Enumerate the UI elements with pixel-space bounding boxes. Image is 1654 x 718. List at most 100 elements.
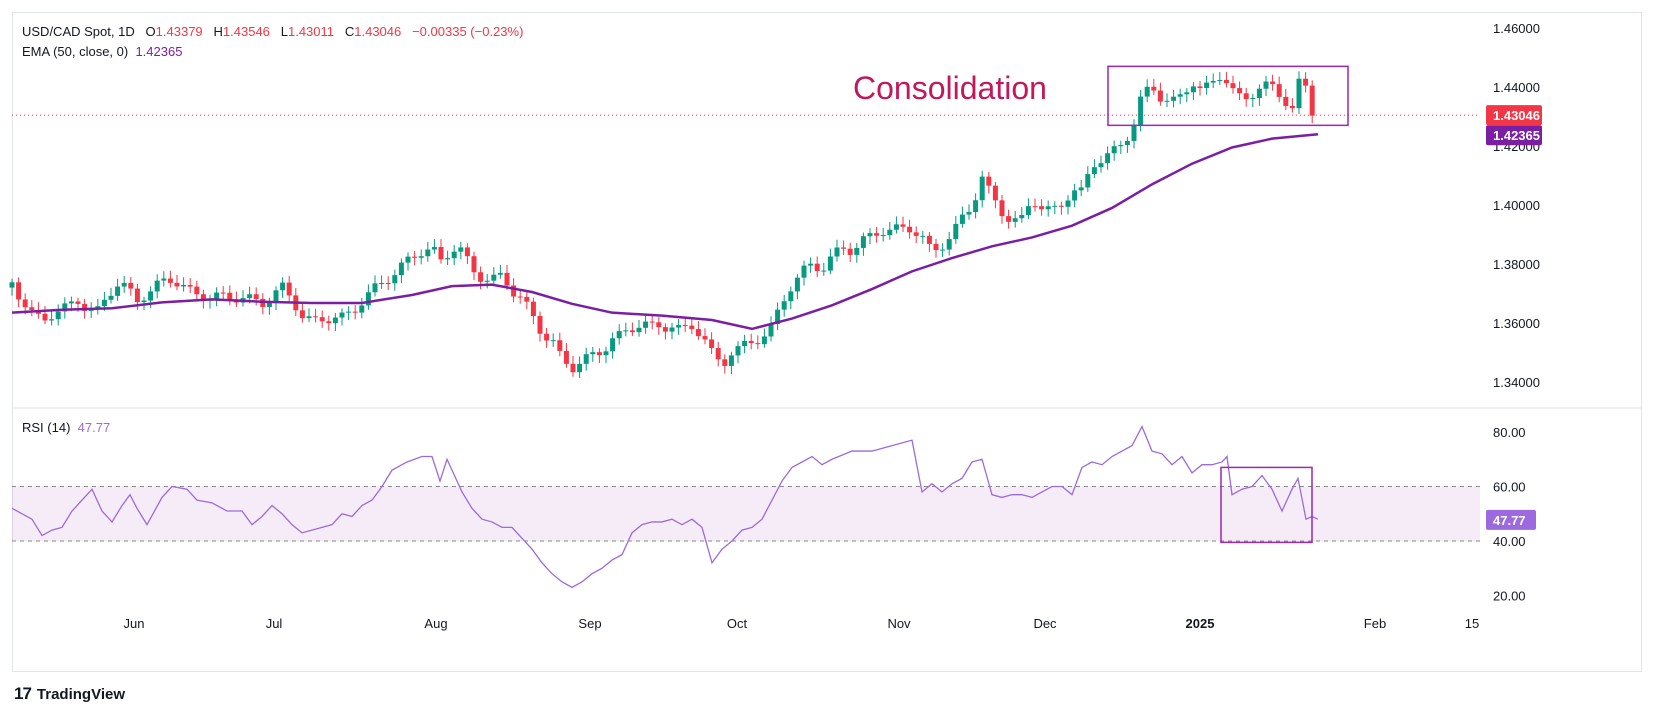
candle-body — [1078, 187, 1084, 191]
candle-body — [933, 243, 939, 251]
candle-body — [75, 301, 81, 304]
candle-body — [524, 296, 530, 302]
candle-body — [167, 278, 173, 283]
candle-body — [814, 263, 820, 272]
candle-body — [887, 229, 893, 236]
candle-body — [986, 176, 992, 186]
candle-body — [959, 214, 965, 224]
candle-body — [953, 223, 959, 240]
candle-body — [695, 329, 701, 337]
candle-body — [563, 350, 569, 364]
candle-body — [161, 278, 167, 281]
ema-badge — [1486, 125, 1542, 146]
candle-body — [82, 303, 88, 311]
time-axis-tick: Nov — [887, 616, 911, 631]
candle-body — [788, 291, 794, 302]
candle-body — [775, 309, 781, 325]
candle-body — [722, 359, 728, 366]
candle-body — [992, 185, 998, 201]
candle-body — [16, 282, 22, 300]
candle-body — [946, 239, 952, 250]
candle-body — [359, 305, 365, 313]
candle-body — [365, 292, 371, 306]
time-axis-tick: Jul — [266, 616, 283, 631]
candle-body — [247, 294, 253, 299]
candle-body — [702, 336, 708, 340]
candle-body — [319, 317, 325, 322]
candle-body — [458, 247, 464, 252]
candle-body — [1243, 93, 1249, 100]
candle-body — [966, 212, 972, 215]
candle-body — [497, 272, 503, 275]
candle-body — [1171, 96, 1177, 101]
tradingview-logo-icon: 17 — [14, 684, 32, 703]
candle-body — [313, 316, 319, 318]
high-label: H — [213, 24, 223, 39]
candle-body — [808, 263, 814, 266]
candle-body — [194, 286, 200, 295]
tradingview-brand[interactable]: 17 TradingView — [14, 684, 125, 704]
candle-body — [286, 282, 292, 296]
candle-body — [121, 282, 127, 287]
candle-body — [68, 301, 74, 304]
candle-body — [649, 321, 655, 323]
candle-body — [478, 272, 484, 282]
candle-body — [372, 283, 378, 293]
candle-body — [1296, 78, 1302, 109]
candle-body — [1085, 174, 1091, 188]
candle-body — [511, 285, 517, 297]
candle-body — [451, 251, 457, 259]
candle-body — [557, 340, 563, 351]
chart-frame — [12, 12, 1642, 672]
candle-body — [405, 256, 411, 263]
candle-body — [1138, 96, 1144, 125]
candle-body — [1124, 140, 1130, 146]
candle-body — [1197, 86, 1203, 89]
candle-body — [834, 247, 840, 257]
candle-body — [1309, 85, 1315, 116]
candle-body — [1157, 90, 1163, 102]
candle-body — [29, 307, 35, 310]
candle-body — [940, 249, 946, 251]
candle-body — [537, 316, 543, 334]
candle-body — [577, 363, 583, 373]
last-price-badge — [1486, 105, 1542, 126]
candle-body — [907, 226, 913, 233]
candle-body — [583, 354, 589, 364]
candle-body — [1230, 83, 1236, 89]
candle-body — [999, 200, 1005, 217]
open-value: 1.43379 — [155, 24, 203, 39]
candle-body — [781, 301, 787, 310]
candle-body — [484, 280, 490, 282]
price-axis-tick: 1.46000 — [1493, 21, 1540, 36]
candle-body — [854, 247, 860, 255]
candle-body — [841, 247, 847, 249]
candle-body — [412, 256, 418, 258]
consolidation-label: Consolidation — [853, 70, 1047, 106]
candle-body — [1118, 145, 1124, 147]
candle-body — [636, 327, 642, 333]
candle-body — [847, 248, 853, 255]
high-value: 1.43546 — [222, 24, 270, 39]
candle-body — [464, 247, 470, 257]
candle-body — [299, 310, 305, 319]
time-axis-tick: 2025 — [1186, 616, 1215, 631]
time-axis-tick: Oct — [727, 616, 748, 631]
candle-body — [253, 294, 259, 299]
candle-body — [1190, 86, 1196, 93]
candle-body — [709, 339, 715, 349]
candle-body — [101, 299, 107, 307]
ema-value: 1.42365 — [135, 44, 183, 59]
time-axis-tick: 15 — [1465, 616, 1479, 631]
candle-body — [1217, 79, 1223, 81]
candle-body — [755, 343, 761, 345]
candle-body — [913, 232, 919, 236]
candle-body — [610, 338, 616, 352]
candle-body — [115, 286, 121, 296]
candle-body — [1144, 86, 1150, 97]
candle-body — [1019, 214, 1025, 219]
price-axis-tick: 1.40000 — [1493, 198, 1540, 213]
candle-body — [425, 249, 431, 257]
candle-body — [682, 325, 688, 327]
